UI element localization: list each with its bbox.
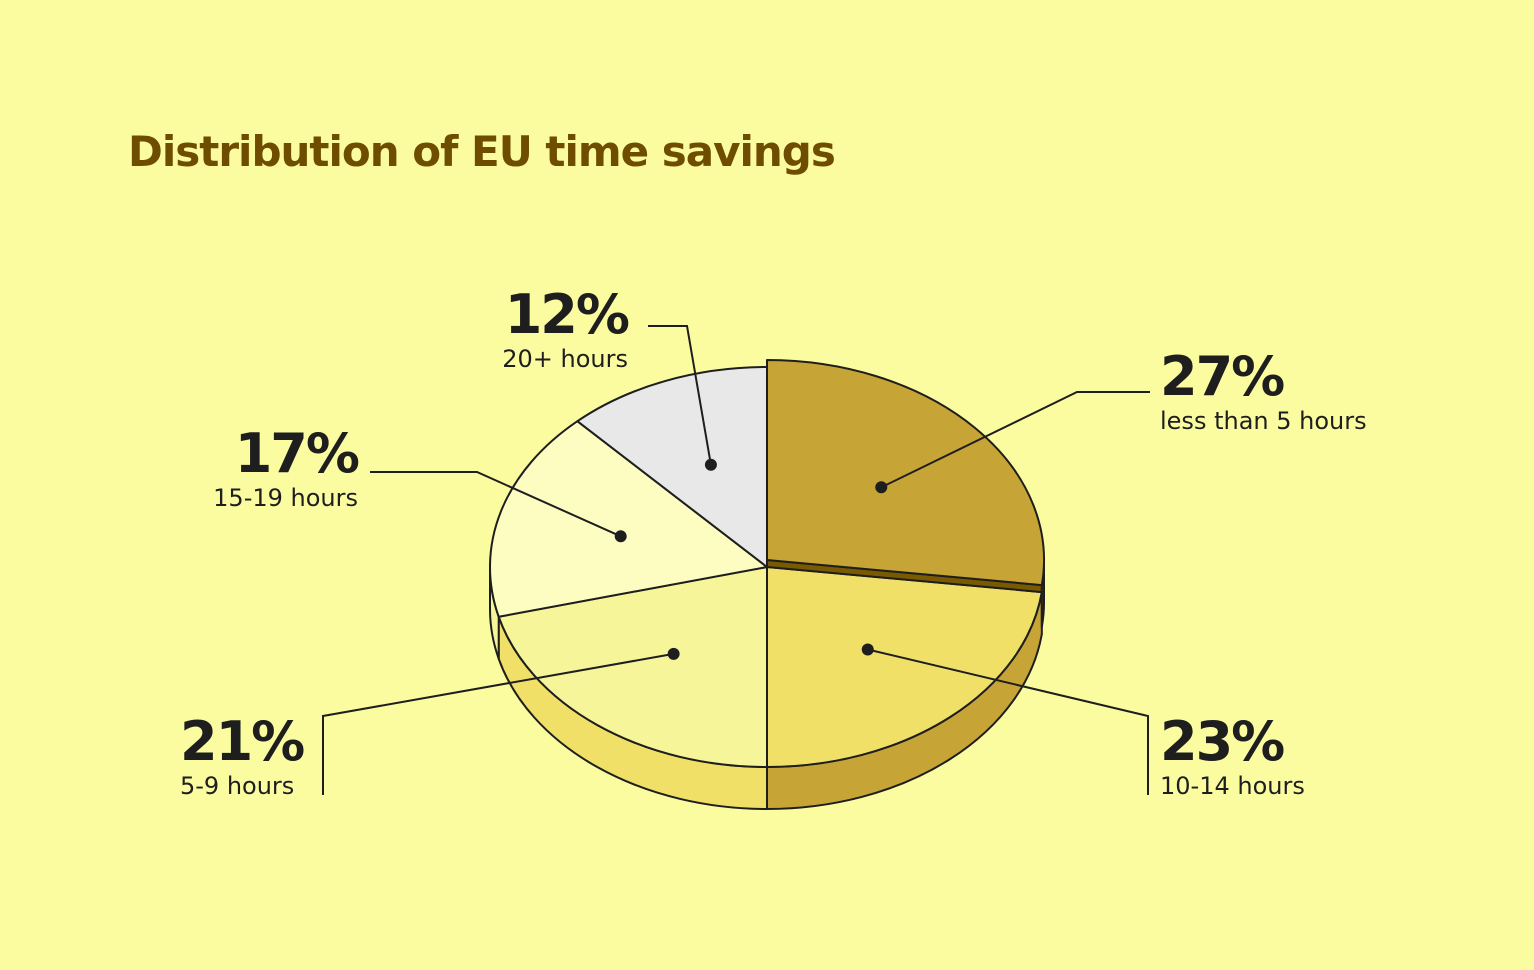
leader-dot <box>875 481 888 494</box>
value-label: 23% <box>1160 710 1284 773</box>
category-label: 15-19 hours <box>213 484 358 512</box>
pie-slice <box>576 366 768 568</box>
value-label: 17% <box>235 422 359 485</box>
category-label: 5-9 hours <box>180 772 294 800</box>
pie-slice <box>766 359 1045 587</box>
pie-slice <box>766 566 1043 768</box>
pie-slice <box>489 420 768 618</box>
value-label: 27% <box>1160 345 1284 408</box>
value-label: 21% <box>180 710 304 773</box>
leader-line <box>867 648 1149 795</box>
chart-title: Distribution of EU time savings <box>128 127 835 176</box>
leader-dot <box>704 458 717 471</box>
leader-line <box>880 391 1150 489</box>
category-label: 10-14 hours <box>1160 772 1305 800</box>
category-label: less than 5 hours <box>1160 407 1367 435</box>
leader-line <box>370 471 622 538</box>
leader-dot <box>861 643 874 656</box>
value-label: 12% <box>505 283 629 346</box>
category-label: 20+ hours <box>502 345 628 373</box>
leader-dot <box>667 647 680 660</box>
leader-line <box>322 652 674 795</box>
pie-slice <box>497 566 768 768</box>
leader-line <box>648 325 712 465</box>
leader-dot <box>614 530 627 543</box>
